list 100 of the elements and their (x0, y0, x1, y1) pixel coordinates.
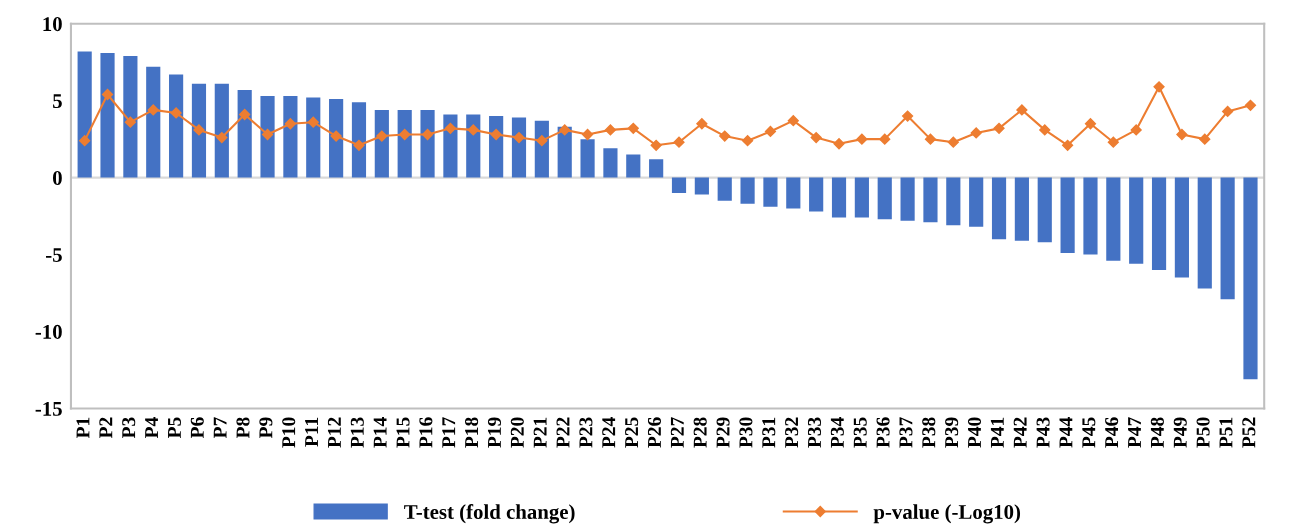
x-tick-label: P27 (670, 417, 684, 448)
x-tick-label: P36 (876, 417, 890, 448)
bar (1106, 177, 1121, 261)
x-tick-label: P4 (145, 417, 158, 439)
point (1039, 124, 1051, 136)
bar (169, 74, 184, 178)
bar (923, 177, 938, 223)
point (1084, 118, 1097, 130)
x-tick-label: P39 (945, 417, 959, 448)
bar (100, 52, 115, 178)
point (1222, 105, 1234, 118)
bar (306, 97, 321, 178)
x-tick-label: P7 (213, 417, 227, 439)
bar (511, 117, 527, 178)
point (467, 124, 479, 136)
x-tick-label: P18 (465, 417, 479, 448)
y-tick-label: 0 (52, 170, 62, 186)
point (79, 135, 91, 147)
bar (489, 116, 504, 178)
x-tick-label: P9 (259, 417, 273, 439)
x-tick-label: P40 (967, 417, 982, 448)
bar (146, 66, 161, 178)
x-tick-label: P19 (487, 417, 501, 448)
point (696, 118, 708, 130)
bar (969, 177, 984, 227)
x-tick-label: P13 (350, 417, 364, 448)
bar (283, 96, 298, 178)
point (947, 136, 959, 148)
bar (991, 177, 1007, 240)
point (787, 115, 799, 127)
bar (374, 109, 389, 178)
legend-label: p-value (-Log10) (873, 504, 1021, 524)
x-tick-label: P34 (830, 417, 844, 448)
point (330, 130, 342, 142)
bar (580, 139, 595, 178)
x-tick-label: P31 (762, 417, 776, 448)
x-tick-label: P8 (236, 417, 250, 439)
bar (191, 83, 207, 178)
x-tick-label: P6 (190, 417, 204, 439)
bar (123, 56, 138, 178)
point (147, 104, 159, 116)
x-tick-label: P26 (647, 417, 662, 448)
bar (877, 177, 892, 220)
bar (466, 114, 481, 178)
point (650, 139, 662, 151)
x-tick-label: P21 (533, 417, 547, 448)
bar (831, 177, 847, 218)
x-tick-label: P24 (602, 417, 616, 448)
point (421, 128, 434, 141)
point (604, 124, 617, 136)
point (993, 122, 1005, 134)
bar (786, 177, 801, 209)
x-tick-label: P3 (122, 417, 136, 439)
point (1016, 104, 1028, 116)
x-tick-label: P17 (442, 417, 456, 448)
x-tick-label: P44 (1059, 417, 1073, 448)
bar (809, 177, 824, 212)
point (101, 88, 114, 101)
point (810, 131, 822, 144)
bar (214, 83, 229, 178)
x-tick-label: P33 (807, 417, 822, 448)
point (1153, 81, 1165, 93)
point (833, 138, 845, 150)
point (536, 135, 548, 147)
point (764, 125, 777, 138)
y-tick-label: -10 (35, 324, 62, 339)
bar (694, 177, 709, 195)
bar (1220, 177, 1235, 300)
x-tick-label: P35 (853, 417, 867, 448)
point (1199, 133, 1211, 145)
x-tick-label: P51 (1219, 417, 1233, 448)
x-tick-label: P43 (1036, 417, 1050, 448)
bar (1060, 177, 1075, 253)
x-tick-label: P42 (1013, 417, 1027, 448)
point (1176, 128, 1188, 141)
bar (260, 96, 275, 178)
point (673, 136, 685, 148)
bar (603, 148, 618, 178)
x-tick-label: P12 (327, 417, 341, 448)
point (856, 133, 868, 145)
bar (854, 177, 869, 218)
bar (237, 89, 252, 178)
x-tick-label: P22 (556, 417, 570, 448)
point (284, 118, 297, 130)
point (170, 107, 182, 119)
x-tick-label: P15 (396, 417, 410, 448)
bar (671, 177, 687, 193)
point (124, 116, 136, 128)
y-tick-label: -15 (35, 401, 62, 416)
point (1130, 124, 1142, 136)
point (216, 131, 228, 144)
point (719, 130, 731, 142)
x-tick-label: P30 (739, 417, 753, 448)
bar (1083, 177, 1098, 255)
x-tick-label: P1 (76, 417, 90, 439)
point (970, 127, 982, 139)
point (239, 108, 251, 121)
x-tick-label: P29 (716, 417, 730, 448)
x-tick-label: P47 (1128, 417, 1141, 448)
y-tick-label: -5 (46, 248, 62, 262)
